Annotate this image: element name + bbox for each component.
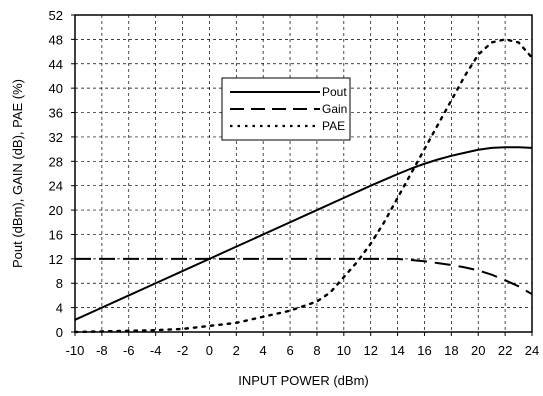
legend-gain-label: Gain (322, 102, 347, 116)
y-tick-label: 36 (49, 106, 63, 121)
series-pout-line (74, 146, 533, 321)
grid (75, 15, 532, 332)
x-tick-label: 14 (390, 343, 404, 358)
y-tick-label: 20 (49, 203, 63, 218)
y-tick-label: 28 (49, 154, 63, 169)
x-tick-label: 4 (260, 343, 267, 358)
y-tick-label: 48 (49, 32, 63, 47)
x-tick-label: -8 (96, 343, 108, 358)
x-tick-label: -10 (66, 343, 85, 358)
x-tick-label: 2 (233, 343, 240, 358)
y-tick-label: 52 (49, 8, 63, 23)
x-tick-label: 8 (313, 343, 320, 358)
series-gain-line (75, 257, 533, 296)
plot-frame (74, 14, 533, 333)
x-tick-label: 12 (363, 343, 377, 358)
series-pae-line (73, 38, 534, 334)
x-tick-label: 10 (337, 343, 351, 358)
x-tick-label: 6 (286, 343, 293, 358)
x-tick-label: -6 (123, 343, 135, 358)
x-tick-label: 16 (417, 343, 431, 358)
x-tick-label: 0 (206, 343, 213, 358)
legend: Pout Gain PAE (221, 77, 351, 141)
x-tick-labels: -10 -8 -6 -4 -2 0 2 4 6 8 10 12 14 16 18 20 22 24 (66, 332, 539, 358)
y-tick-label: 32 (49, 130, 63, 145)
y-tick-label: 8 (56, 276, 63, 291)
legend-pae-label: PAE (322, 119, 345, 133)
y-tick-label: 24 (49, 179, 63, 194)
x-tick-label: -2 (177, 343, 189, 358)
y-tick-label: 0 (56, 325, 63, 340)
y-axis-title: Pout (dBm), GAIN (dB), PAE (%) (10, 79, 25, 268)
x-tick-label: 24 (525, 343, 539, 358)
x-tick-label: 18 (444, 343, 458, 358)
x-tick-label: 20 (471, 343, 485, 358)
x-axis-title: INPUT POWER (dBm) (238, 373, 369, 388)
plot-series (73, 38, 534, 334)
y-tick-label: 4 (56, 301, 63, 316)
x-tick-label: 22 (498, 343, 512, 358)
y-tick-label: 40 (49, 81, 63, 96)
x-tick-label: -4 (150, 343, 162, 358)
legend-pout-label: Pout (322, 85, 347, 99)
y-tick-label: 44 (49, 57, 63, 72)
y-tick-label: 16 (49, 227, 63, 242)
y-tick-label: 12 (49, 252, 63, 267)
